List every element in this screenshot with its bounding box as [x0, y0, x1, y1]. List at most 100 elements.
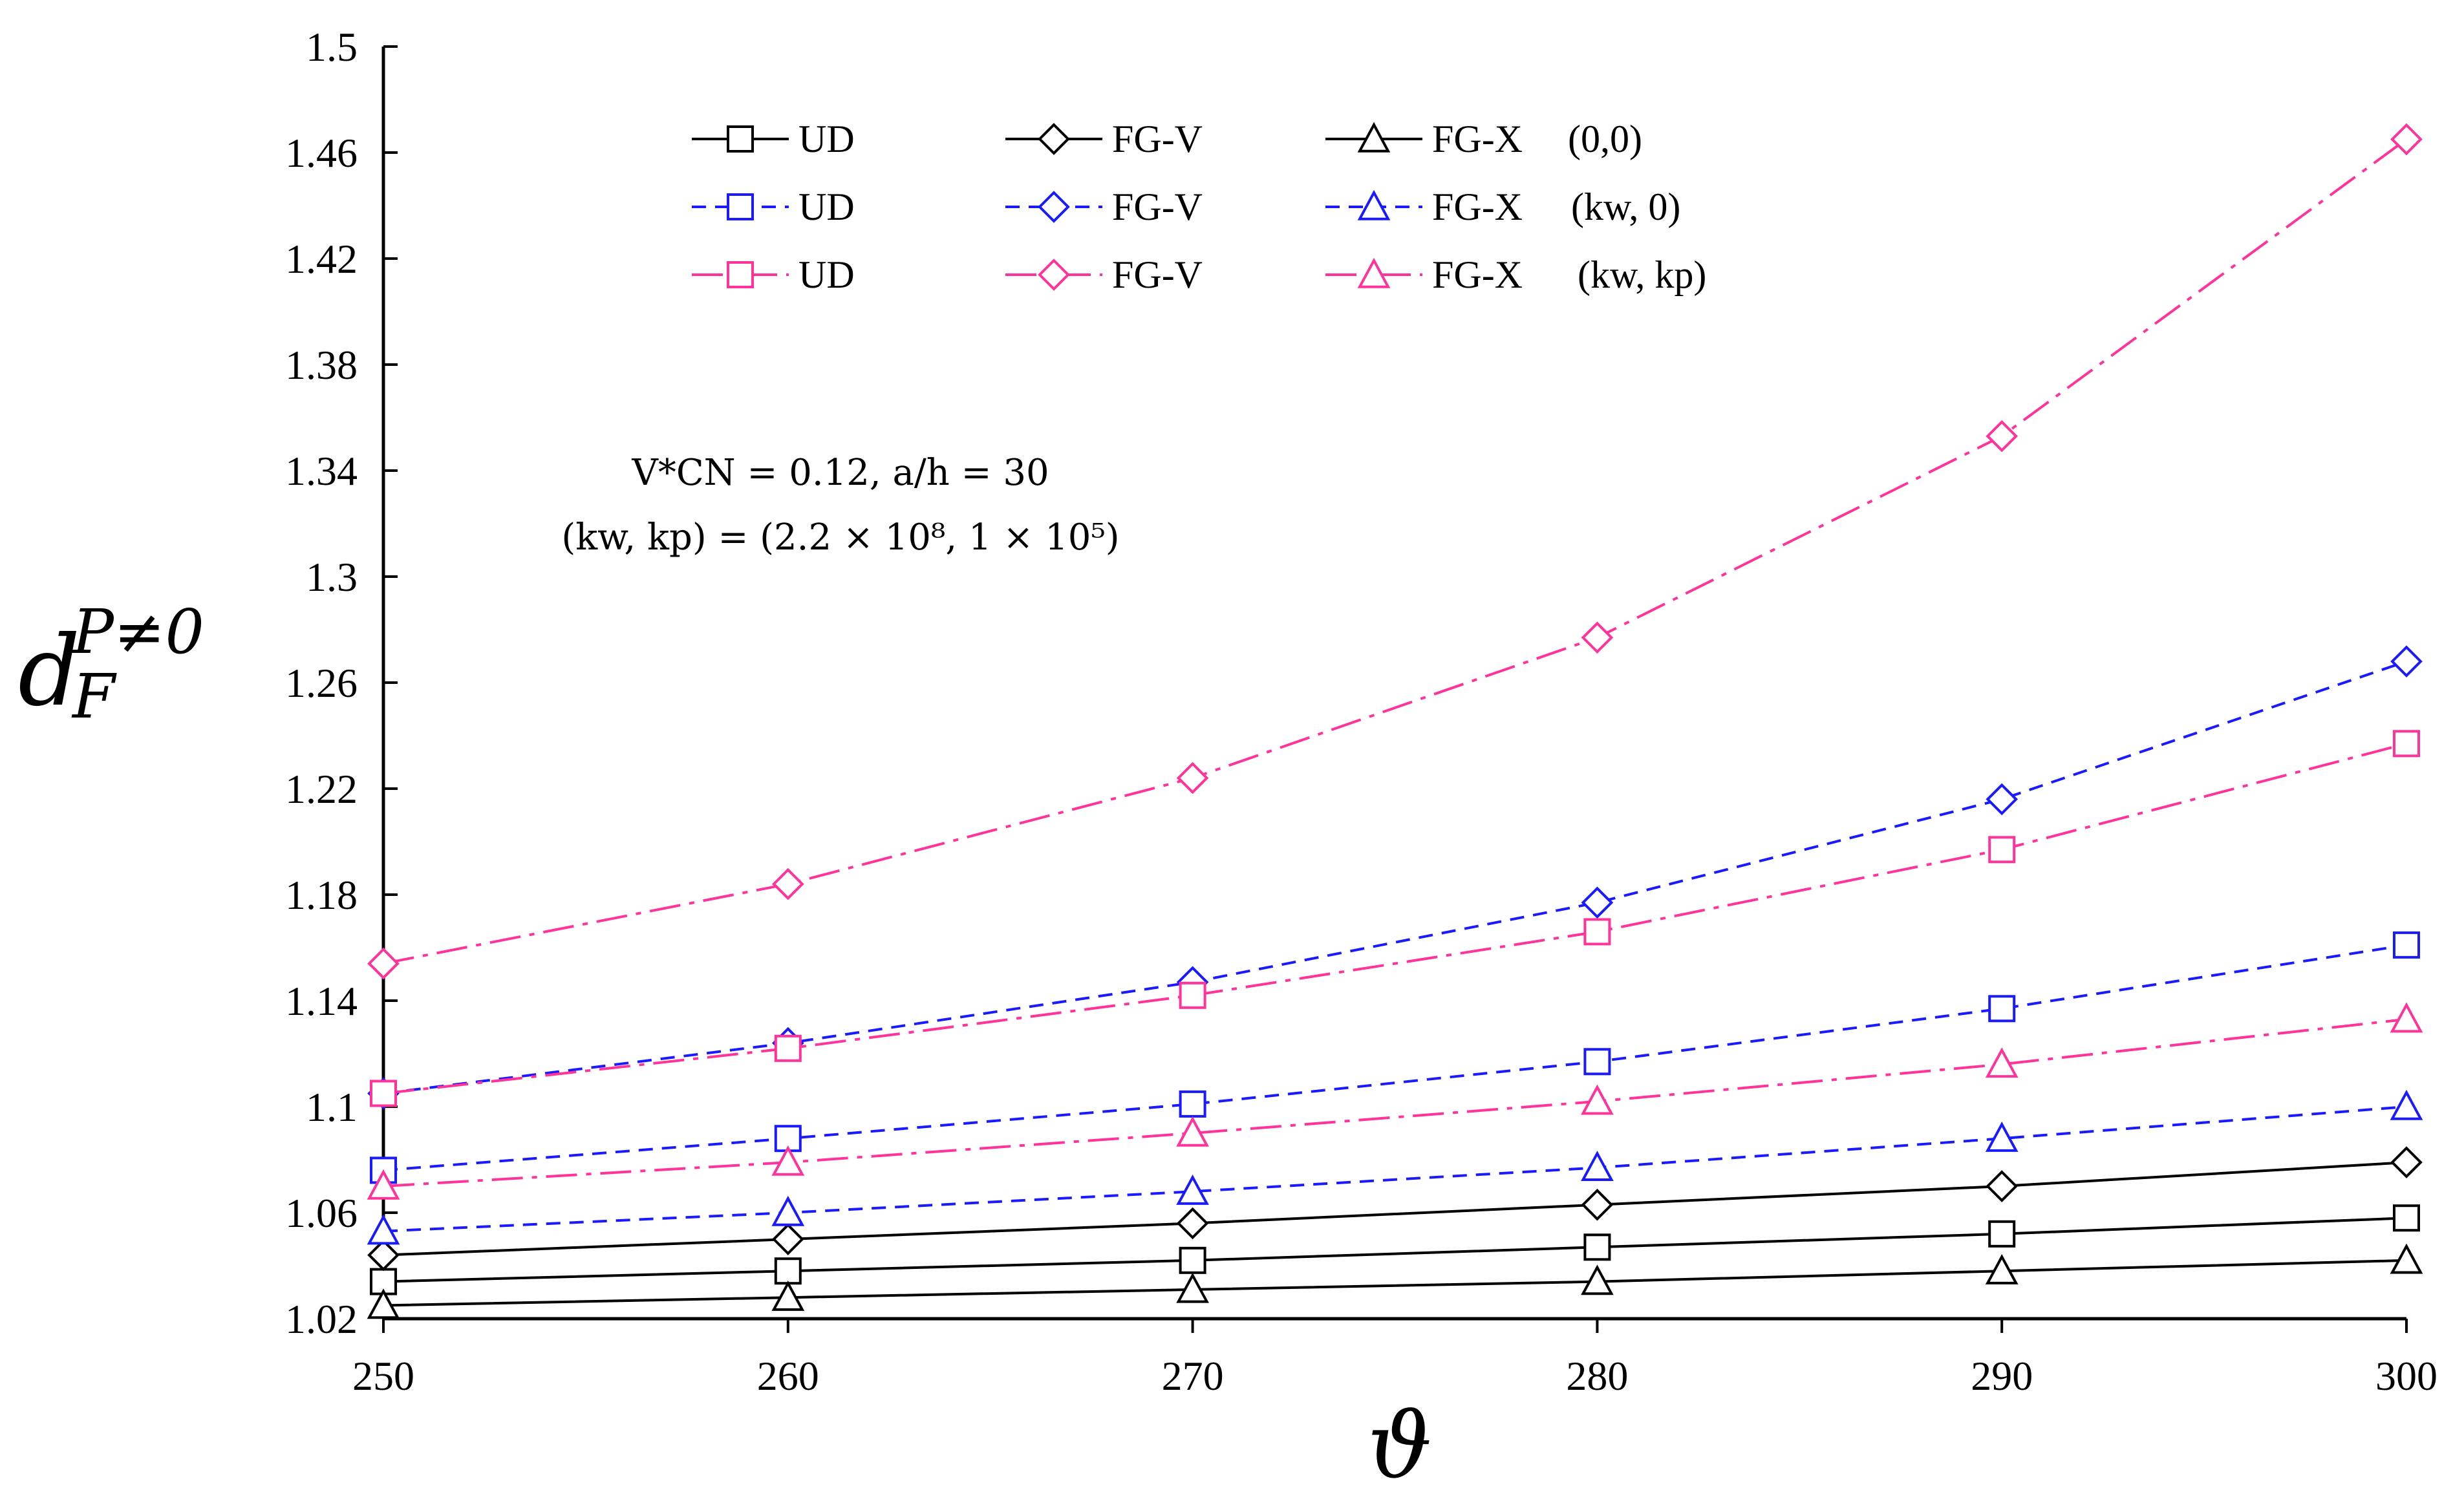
data-point-diamond	[1176, 761, 1209, 794]
y-tick-label: 1.34	[285, 448, 358, 494]
y-axis-ticks: 1.02 1.06 1.1 1.14 1.18 1.22 1.26 1.3 1.34 1.38 1.…	[285, 24, 398, 1342]
data-point-triangle	[771, 1145, 805, 1176]
data-point-triangle	[1985, 1047, 2019, 1078]
data-point-diamond	[771, 868, 804, 900]
data-point-diamond	[1176, 1207, 1209, 1240]
series-fg-x-group2	[367, 1002, 2423, 1200]
legend-entry: UD	[692, 186, 855, 228]
data-point-square	[727, 261, 754, 288]
series-fg-v-group1	[367, 645, 2423, 1110]
series-ud-group0	[370, 1204, 2420, 1295]
axes	[381, 47, 2406, 1321]
y-tick-label: 1.22	[285, 766, 358, 812]
series-line	[383, 1217, 2407, 1283]
data-point-diamond	[771, 1223, 804, 1255]
legend-label: FG-V	[1112, 253, 1203, 296]
data-point-triangle	[771, 1195, 805, 1226]
legend-label: FG-V	[1112, 186, 1203, 228]
data-point-square	[1988, 995, 2016, 1023]
x-tick-label: 290	[1971, 1353, 2033, 1399]
y-axis-label: d P≠0 F	[18, 597, 204, 732]
legend-group-label: (kw, kp)	[1578, 253, 1706, 296]
legend-entry: FG-X	[1325, 186, 1523, 228]
data-point-triangle	[367, 1214, 400, 1245]
data-point-diamond	[2390, 123, 2423, 156]
data-point-triangle	[1581, 1151, 1614, 1181]
data-point-diamond	[1038, 191, 1070, 223]
legend-entry: FG-X	[1325, 118, 1523, 160]
data-point-square	[370, 1080, 397, 1107]
data-point-square	[1179, 981, 1206, 1009]
data-point-triangle	[1176, 1174, 1209, 1205]
x-tick-label: 270	[1162, 1353, 1224, 1399]
legend-entry: UD	[692, 118, 855, 160]
data-point-triangle	[2390, 1243, 2423, 1274]
series-line	[383, 1017, 2407, 1187]
data-point-diamond	[1581, 621, 1614, 654]
data-point-square	[1583, 1233, 1611, 1261]
series-fg-x-group1	[367, 1089, 2423, 1245]
data-point-square	[2393, 1204, 2420, 1232]
data-point-square	[727, 193, 754, 220]
x-axis-label: ϑ	[1367, 1394, 1432, 1499]
data-point-square	[1988, 836, 2016, 864]
y-tick-label: 1.14	[285, 978, 358, 1024]
series-line	[383, 1259, 2407, 1307]
legend-entry: FG-X	[1325, 253, 1523, 296]
data-point-diamond	[367, 1239, 400, 1272]
data-point-diamond	[2390, 645, 2423, 678]
series-line	[383, 1105, 2407, 1233]
data-point-square	[1179, 1246, 1206, 1274]
data-point-square	[2393, 931, 2420, 959]
data-point-diamond	[1581, 886, 1614, 919]
y-tick-label: 1.18	[285, 872, 358, 918]
x-tick-label: 260	[757, 1353, 819, 1399]
y-axis-label-sub: F	[71, 661, 117, 732]
series-fg-v-group2	[367, 123, 2423, 980]
y-tick-label: 1.3	[306, 554, 358, 600]
legend-label: UD	[798, 186, 855, 228]
data-point-triangle	[771, 1280, 805, 1311]
data-point-square	[774, 1034, 802, 1062]
legend-entry: FG-V	[1005, 186, 1203, 228]
data-point-triangle	[1357, 122, 1391, 153]
legend-entry: FG-V	[1005, 253, 1203, 296]
series-group	[367, 123, 2423, 1319]
data-point-diamond	[1986, 420, 2019, 452]
data-point-diamond	[1038, 259, 1070, 291]
legend: UD FG-V FG-X UD FG-V FG-X UD FG-V FG-X (0,0) (kw, …	[692, 118, 1706, 296]
data-point-diamond	[1581, 1188, 1614, 1221]
series-line	[383, 660, 2407, 1095]
annotation: V*CN = 0.12, a/h = 30 (kw, kp) = (2.2 × …	[561, 452, 1119, 559]
legend-label: FG-X	[1432, 186, 1523, 228]
legend-entry: FG-V	[1005, 118, 1203, 160]
data-point-triangle	[1176, 1272, 1209, 1303]
data-point-diamond	[1986, 783, 2019, 816]
data-point-diamond	[2390, 1146, 2423, 1178]
y-tick-label: 1.42	[285, 236, 358, 282]
y-tick-label: 1.02	[285, 1296, 358, 1342]
x-axis-ticks: 250 260 270 280 290 300	[352, 1319, 2437, 1399]
annotation-line-1: V*CN = 0.12, a/h = 30	[631, 452, 1049, 494]
series-ud-group1	[370, 931, 2420, 1184]
y-tick-label: 1.06	[285, 1190, 358, 1236]
series-line	[383, 138, 2408, 965]
x-tick-label: 250	[352, 1353, 414, 1399]
data-point-triangle	[367, 1288, 400, 1319]
data-point-diamond	[367, 947, 400, 980]
data-point-square	[1988, 1220, 2016, 1248]
data-point-square	[774, 1257, 802, 1285]
legend-entry: UD	[692, 253, 855, 296]
legend-group-label: (0,0)	[1568, 118, 1642, 160]
y-axis-label-main: d	[18, 615, 80, 728]
data-point-triangle	[1985, 1253, 2019, 1284]
data-point-triangle	[367, 1169, 400, 1200]
x-tick-label: 300	[2375, 1353, 2437, 1399]
legend-label: UD	[798, 253, 855, 296]
legend-group-label: (kw, 0)	[1571, 186, 1680, 228]
data-point-diamond	[1038, 123, 1070, 155]
data-point-triangle	[1176, 1116, 1209, 1147]
y-tick-label: 1.38	[285, 342, 358, 388]
series-ud-group2	[370, 730, 2420, 1107]
